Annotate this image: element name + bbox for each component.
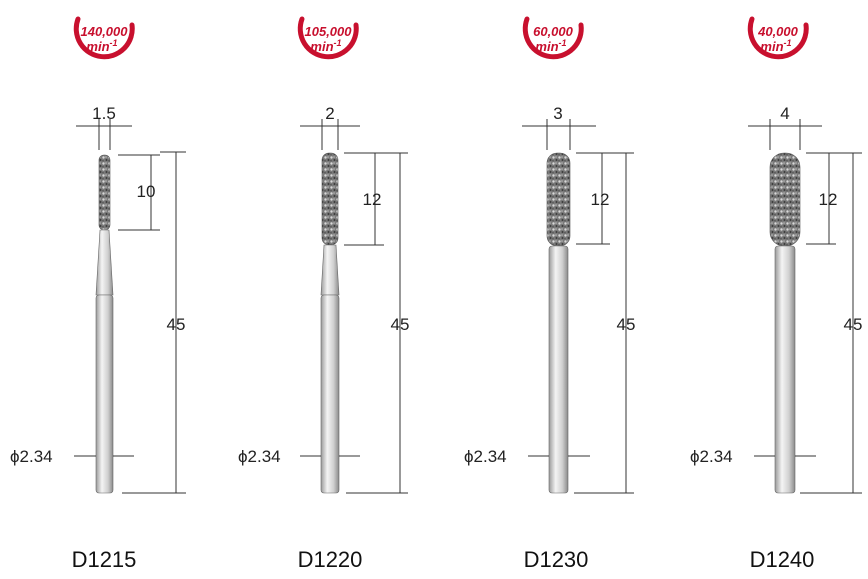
tool-d1215: 140,000 min-1 1.5 10 45 ϕ2.34 D1215 [10, 16, 186, 572]
bur-tool [546, 152, 571, 494]
shank-diameter-label: ϕ2.34 [690, 447, 733, 466]
speed-value: 140,000 [81, 24, 129, 39]
shank-diameter-label: ϕ2.34 [238, 447, 281, 466]
tool-d1240: 40,000 min-1 4 12 45 ϕ2.34 D1240 [690, 16, 863, 572]
speed-value: 40,000 [757, 24, 799, 39]
head-length-label: 12 [591, 190, 610, 209]
head-diameter-label: 2 [325, 104, 334, 123]
product-code: D1220 [298, 547, 363, 572]
tool-d1220: 105,000 min-1 2 12 45 ϕ2.34 D1220 [238, 16, 410, 572]
bur-tool [320, 152, 340, 494]
head-diameter-label: 4 [780, 104, 789, 123]
product-code: D1215 [72, 547, 137, 572]
speed-value: 105,000 [305, 24, 353, 39]
total-length-label: 45 [844, 315, 863, 334]
speed-badge: 40,000 min-1 [747, 16, 809, 60]
speed-badge: 140,000 min-1 [73, 16, 135, 60]
head-diameter-label: 1.5 [92, 104, 116, 123]
shank-diameter-label: ϕ2.34 [464, 447, 507, 466]
head-diameter-label: 3 [553, 104, 562, 123]
total-length-label: 45 [391, 315, 410, 334]
speed-unit: min-1 [760, 38, 791, 54]
head-length-label: 10 [137, 182, 156, 201]
product-code: D1240 [750, 547, 815, 572]
speed-unit: min-1 [86, 38, 117, 54]
shank-diameter-label: ϕ2.34 [10, 447, 53, 466]
product-code: D1230 [524, 547, 589, 572]
speed-unit: min-1 [535, 38, 566, 54]
tool-d1230: 60,000 min-1 3 12 45 ϕ2.34 D1230 [464, 16, 636, 572]
bur-tool [95, 154, 114, 494]
total-length-label: 45 [167, 315, 186, 334]
speed-unit: min-1 [310, 38, 341, 54]
head-length-label: 12 [363, 190, 382, 209]
speed-value: 60,000 [533, 24, 574, 39]
bur-tool [769, 152, 801, 494]
total-length-label: 45 [617, 315, 636, 334]
head-length-label: 12 [819, 190, 838, 209]
speed-badge: 105,000 min-1 [297, 16, 359, 60]
speed-badge: 60,000 min-1 [522, 16, 584, 60]
